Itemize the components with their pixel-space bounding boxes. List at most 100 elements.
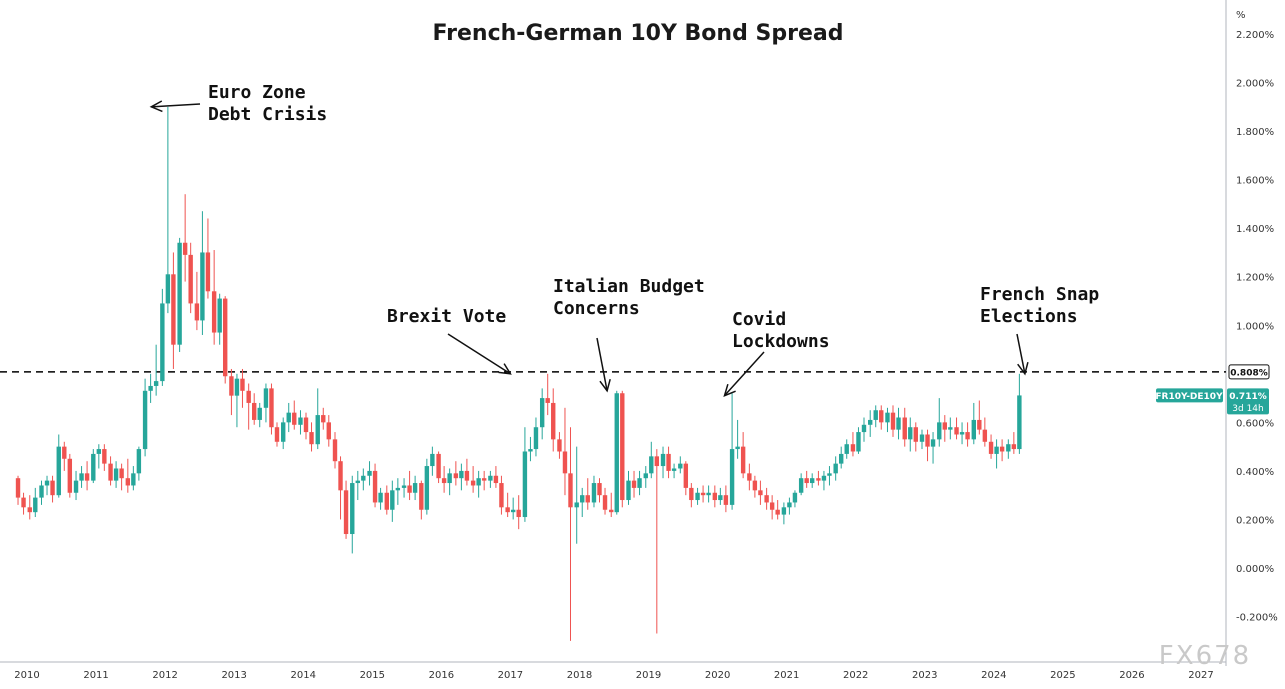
candle-body [125, 478, 131, 486]
annotation-arrow-shaft [723, 351, 765, 397]
candle-down [407, 470, 412, 501]
watermark: FX678 [1159, 641, 1251, 671]
candle-body [787, 502, 792, 508]
candle-body [977, 419, 982, 430]
candle-body [896, 417, 901, 430]
reference-badge: 0.808% [1228, 364, 1270, 380]
candle-body [965, 432, 970, 440]
candle-body [252, 402, 257, 420]
candle-body [142, 390, 148, 450]
candle-body [700, 492, 706, 496]
candle-down [982, 417, 988, 447]
candle-body [562, 451, 568, 474]
candle-body [332, 439, 338, 462]
candle-up [44, 475, 50, 496]
candle-body [286, 412, 291, 423]
candle-body [33, 497, 38, 513]
candle-up [626, 470, 631, 505]
candle-up [177, 237, 182, 352]
candle-up [142, 378, 148, 457]
candle-body [79, 473, 84, 481]
candle-body [234, 378, 240, 396]
y-tick-label: 1.000% [1236, 321, 1274, 332]
candle-body [182, 242, 188, 255]
candle-down [338, 456, 343, 520]
candle-body [1017, 395, 1022, 450]
candle-up [948, 417, 953, 440]
candle-down [683, 461, 689, 496]
candle-up [91, 449, 96, 484]
candle-body [470, 480, 476, 486]
candle-down [493, 466, 499, 488]
candle-up [839, 446, 844, 469]
candle-body [211, 291, 217, 333]
candle-down [764, 487, 769, 510]
candle-body [274, 427, 280, 442]
candle-up [39, 480, 44, 505]
candle-body [764, 495, 769, 503]
candle-down [597, 478, 602, 503]
candle-up [447, 468, 452, 496]
x-tick-label: 2026 [1119, 670, 1144, 681]
candle-body [177, 242, 182, 345]
annotation-arrow-shaft [596, 337, 608, 391]
x-tick-label: 2013 [221, 670, 246, 681]
candle-body [723, 495, 729, 505]
candle-up [695, 487, 700, 505]
candle-body [188, 254, 193, 304]
candle-body [551, 402, 556, 440]
candle-down [999, 439, 1005, 462]
candle-down [470, 466, 476, 493]
candle-body [229, 376, 234, 396]
candle-up [580, 487, 585, 518]
candle-up [165, 106, 171, 314]
candle-body [850, 444, 856, 452]
candle-down [343, 480, 349, 539]
candle-up [994, 439, 999, 469]
candle-down [119, 463, 124, 491]
candle-down [954, 417, 959, 440]
candle-up [79, 466, 84, 488]
candle-up [131, 466, 136, 491]
candle-up [678, 456, 683, 474]
candle-body [453, 473, 459, 479]
candle-body [516, 509, 521, 518]
candle-body [752, 480, 758, 491]
candle-body [419, 483, 424, 510]
candle-up [873, 405, 878, 428]
annotation-brexit: Brexit Vote [387, 306, 512, 375]
candle-up [281, 417, 286, 450]
candle-up [510, 497, 516, 520]
candle-down [925, 429, 930, 462]
candle-body [879, 410, 884, 423]
candle-up [821, 470, 827, 491]
candle-up [424, 458, 430, 515]
candle-down [171, 252, 176, 369]
reference-badge-box [1228, 364, 1270, 380]
candle-body [217, 298, 222, 333]
candle-body [205, 252, 211, 292]
candle-down [609, 492, 614, 518]
candle-body [999, 446, 1005, 452]
x-tick-label: 2024 [981, 670, 1006, 681]
candle-body [292, 412, 297, 425]
candle-body [499, 483, 504, 508]
candle-up [412, 475, 418, 501]
candle-down [557, 432, 562, 459]
candle-body [792, 492, 798, 503]
bar-countdown-label: 3d 14h [1232, 404, 1263, 414]
candle-up [908, 417, 913, 452]
candle-body [925, 434, 930, 447]
candle-up [792, 490, 798, 508]
candle-body [108, 463, 113, 481]
x-tick-label: 2025 [1050, 670, 1075, 681]
candle-up [395, 478, 401, 505]
candle-up [113, 461, 119, 488]
candle-up [660, 446, 666, 479]
candle-body [557, 439, 562, 452]
candle-up [971, 402, 976, 445]
candle-down [850, 432, 856, 457]
candle-body [712, 492, 718, 501]
candle-up [401, 478, 407, 498]
